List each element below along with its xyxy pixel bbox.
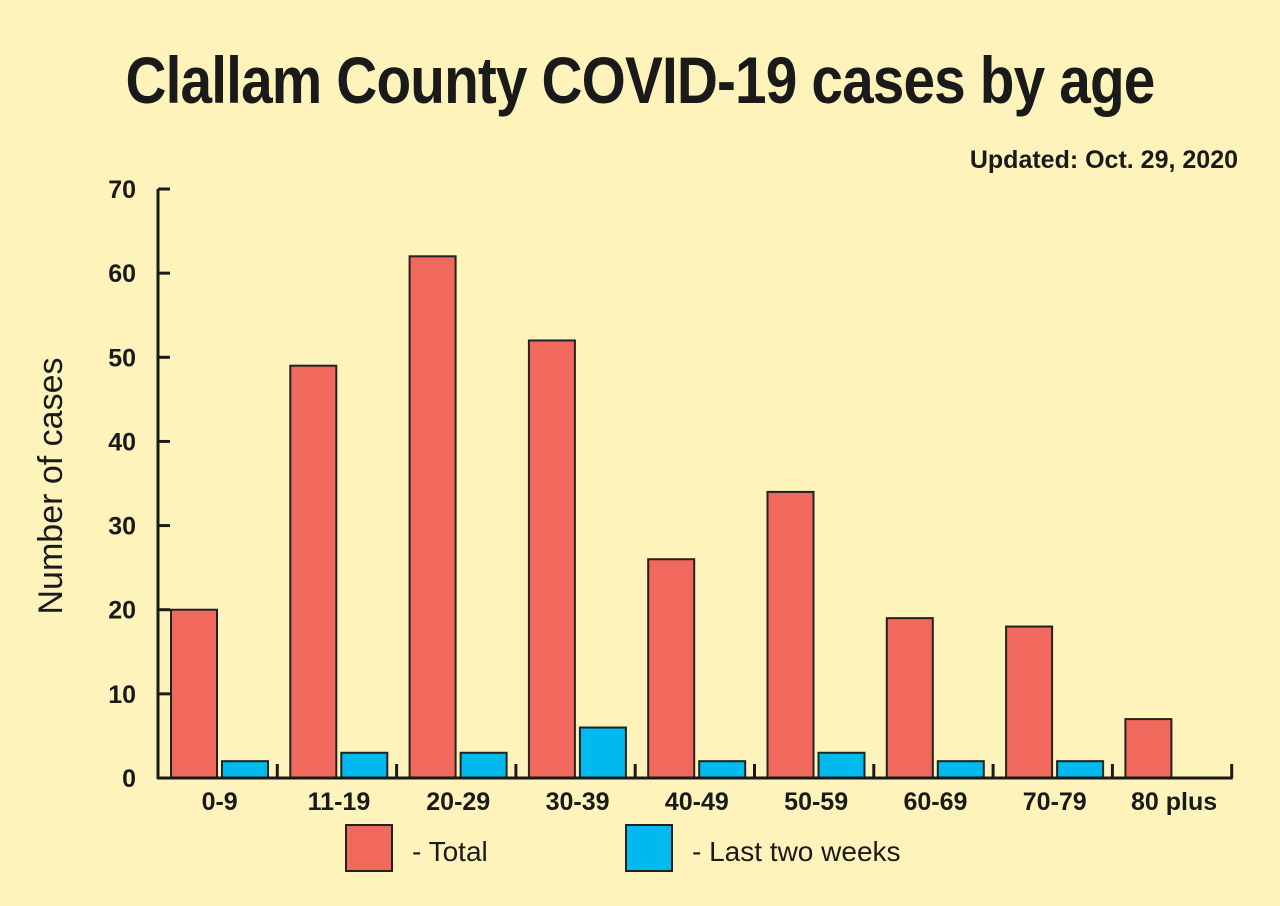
x-tick-label: 30-39 (546, 788, 610, 816)
bar-total-80-plus (1124, 718, 1173, 779)
x-tick-label: 0-9 (202, 788, 238, 816)
x-tick-label: 70-79 (1023, 788, 1087, 816)
x-tick-label: 50-59 (784, 788, 848, 816)
y-tick-label: 60 (108, 260, 136, 288)
y-axis-label: Number of cases (32, 358, 70, 615)
x-tick-label: 60-69 (903, 788, 967, 816)
bar-last-two-weeks-0-9 (221, 760, 269, 780)
legend-swatch-total (345, 824, 393, 872)
bar-last-two-weeks-11-19 (340, 751, 389, 779)
bar-last-two-weeks-60-69 (936, 760, 985, 780)
chart-title: Clallam County COVID-19 cases by age (125, 43, 1156, 117)
bar-total-20-29 (408, 255, 457, 780)
y-tick-label: 40 (108, 428, 136, 456)
legend-label: - Total (412, 836, 488, 867)
bar-last-two-weeks-70-79 (1056, 760, 1105, 780)
legend-label: - Last two weeks (692, 836, 901, 867)
y-tick-label: 50 (108, 344, 136, 372)
y-tick-label: 30 (108, 513, 136, 541)
y-tick-label: 20 (108, 597, 136, 625)
bar-total-70-79 (1005, 625, 1054, 779)
bar-total-60-69 (885, 617, 934, 780)
legend-swatch-last-two-weeks (625, 824, 673, 872)
y-tick-label: 10 (108, 681, 136, 709)
bar-last-two-weeks-20-29 (459, 751, 508, 779)
y-tick-label: 0 (122, 765, 136, 793)
x-tick-label: 80 plus (1131, 788, 1217, 816)
bar-total-40-49 (647, 558, 696, 779)
bar-last-two-weeks-50-59 (817, 751, 866, 779)
bar-last-two-weeks-30-39 (578, 726, 627, 779)
x-tick-label: 11-19 (308, 788, 371, 816)
x-tick-label: 20-29 (426, 788, 490, 816)
y-tick-label: 70 (108, 176, 136, 204)
x-tick-label: 40-49 (665, 788, 729, 816)
bar-total-50-59 (766, 490, 815, 779)
bar-last-two-weeks-40-49 (698, 760, 747, 780)
bar-total-30-39 (527, 339, 576, 779)
bar-total-0-9 (170, 608, 218, 780)
bar-total-11-19 (289, 364, 338, 779)
updated-date: Updated: Oct. 29, 2020 (969, 146, 1238, 174)
